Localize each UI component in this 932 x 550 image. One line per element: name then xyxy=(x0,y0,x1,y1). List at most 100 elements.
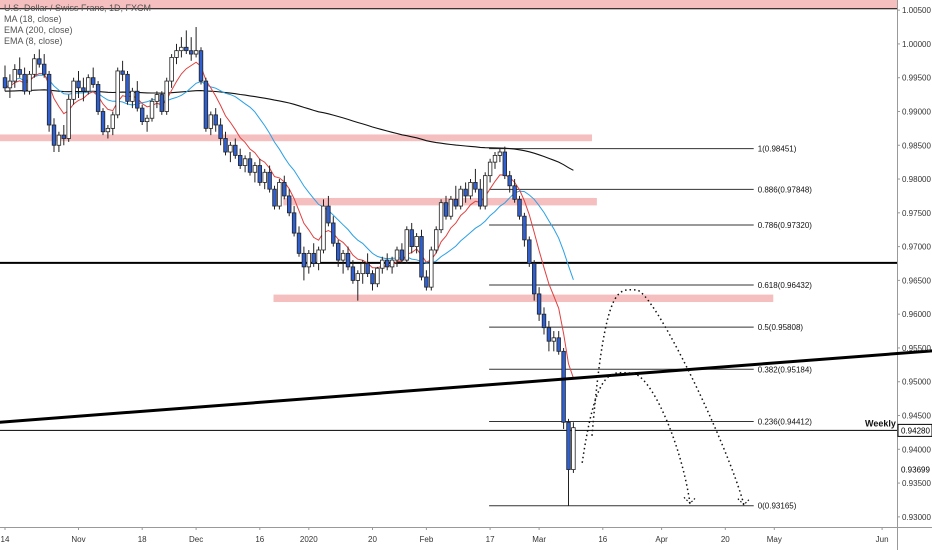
x-tick-label: Jun xyxy=(876,535,889,544)
candle-body xyxy=(164,80,169,112)
candle-body xyxy=(51,124,57,146)
x-tick-label: Apr xyxy=(655,535,668,544)
projection-arrow-1 xyxy=(737,498,751,506)
x-tick-label: 20 xyxy=(368,535,377,544)
y-highlight-box xyxy=(898,463,932,476)
candle-body xyxy=(438,202,444,231)
fib-label-2: 0.786(0.97320) xyxy=(758,221,813,230)
candle-body xyxy=(228,144,233,153)
y-tick-label: 0.99000 xyxy=(902,107,931,116)
candle-body xyxy=(355,273,360,281)
candle-body xyxy=(522,215,527,241)
candle-body xyxy=(252,165,258,173)
candle-body xyxy=(492,154,498,163)
candle-body xyxy=(375,267,380,285)
candle-body xyxy=(532,263,537,295)
candle-body xyxy=(237,154,243,166)
candle-body xyxy=(340,252,346,261)
candle-body xyxy=(448,198,454,217)
candle-body xyxy=(473,182,478,190)
candle-body xyxy=(81,87,86,92)
symbol-title[interactable]: U.S. Dollar / Swiss Franc, 1D, FXCM xyxy=(4,3,152,13)
fib-label-1: 0.886(0.97848) xyxy=(758,185,813,194)
x-tick-label: Dec xyxy=(189,535,203,544)
candle-body xyxy=(291,212,297,234)
candle-body xyxy=(46,73,52,126)
y-tick-label: 0.97000 xyxy=(902,243,931,252)
candle-body xyxy=(91,77,96,85)
candle-body xyxy=(272,188,277,207)
y-tick-label: 0.97500 xyxy=(902,209,931,218)
candle-body xyxy=(482,175,488,207)
candle-body xyxy=(110,114,115,129)
y-tick-label: 0.98000 xyxy=(902,175,931,184)
candle-body xyxy=(22,73,27,92)
legend-ema8[interactable]: EMA (8, close) xyxy=(4,36,63,46)
candle-body xyxy=(188,50,194,55)
candle-body xyxy=(404,229,409,261)
candle-body xyxy=(125,73,130,102)
candle-body xyxy=(468,182,473,197)
y-tick-label: 0.95000 xyxy=(902,378,931,387)
candle-body xyxy=(139,107,145,123)
candle-body xyxy=(326,205,331,224)
time-axis[interactable]: 14 Nov 18 Dec 16 2020 20 Feb 17 Mar 16 Apr 20 May Jun xyxy=(1,527,889,544)
candle-body xyxy=(571,427,576,470)
candle-body xyxy=(115,70,120,116)
candle-body xyxy=(2,77,8,89)
candle-body xyxy=(17,69,22,75)
legend-ma[interactable]: MA (18, close) xyxy=(4,14,62,24)
candle-body xyxy=(130,90,135,102)
candle-body xyxy=(512,185,517,200)
candle-body xyxy=(174,50,179,58)
x-tick-label: 16 xyxy=(255,535,264,544)
projection-paths xyxy=(581,289,751,506)
candle-body xyxy=(12,69,17,82)
zone-1 xyxy=(0,134,592,142)
candle-body xyxy=(262,171,267,183)
candle-body xyxy=(120,70,125,75)
trendline[interactable] xyxy=(0,349,932,424)
candle-body xyxy=(365,263,370,275)
candle-body xyxy=(487,161,493,177)
zone-3 xyxy=(273,294,774,303)
trendline-path xyxy=(0,349,932,424)
candle-body xyxy=(42,63,47,75)
candle-body xyxy=(7,80,13,89)
horizontal-levels xyxy=(0,8,897,431)
y-tick-label: 0.96500 xyxy=(902,276,931,285)
y-highlight-box xyxy=(897,423,932,437)
candle-body xyxy=(242,158,248,166)
candle-body xyxy=(556,337,561,352)
candle-body xyxy=(345,252,351,268)
x-tick-label: Feb xyxy=(420,535,434,544)
candle-body xyxy=(301,252,307,268)
candle-body xyxy=(350,266,356,281)
candle-body xyxy=(61,134,66,139)
candle-body xyxy=(27,73,32,92)
zone-2 xyxy=(283,197,597,206)
y-tick-label: 1.00000 xyxy=(902,40,931,49)
candle-body xyxy=(306,252,311,268)
y-highlight-label: 0.93699 xyxy=(901,466,930,475)
legend-ema200[interactable]: EMA (200, close) xyxy=(4,25,73,35)
candle-body xyxy=(478,188,483,207)
candle-body xyxy=(66,98,71,139)
projection-path-0 xyxy=(581,371,691,504)
candle-body xyxy=(497,151,503,156)
candle-body xyxy=(443,202,449,217)
candle-body xyxy=(159,94,164,112)
y-tick-label: 0.94000 xyxy=(902,445,931,454)
candle-body xyxy=(541,313,547,329)
candle-body xyxy=(277,182,282,207)
candle-body xyxy=(566,421,571,470)
candle-body xyxy=(95,84,101,112)
candle-body xyxy=(463,188,468,197)
candle-body xyxy=(335,242,341,261)
candle-body xyxy=(429,249,434,288)
candle-body xyxy=(321,205,326,251)
price-axis[interactable]: 1.00500 1.00000 0.99500 0.99000 0.98500 0.980… xyxy=(897,6,932,522)
candle-body xyxy=(233,144,238,156)
